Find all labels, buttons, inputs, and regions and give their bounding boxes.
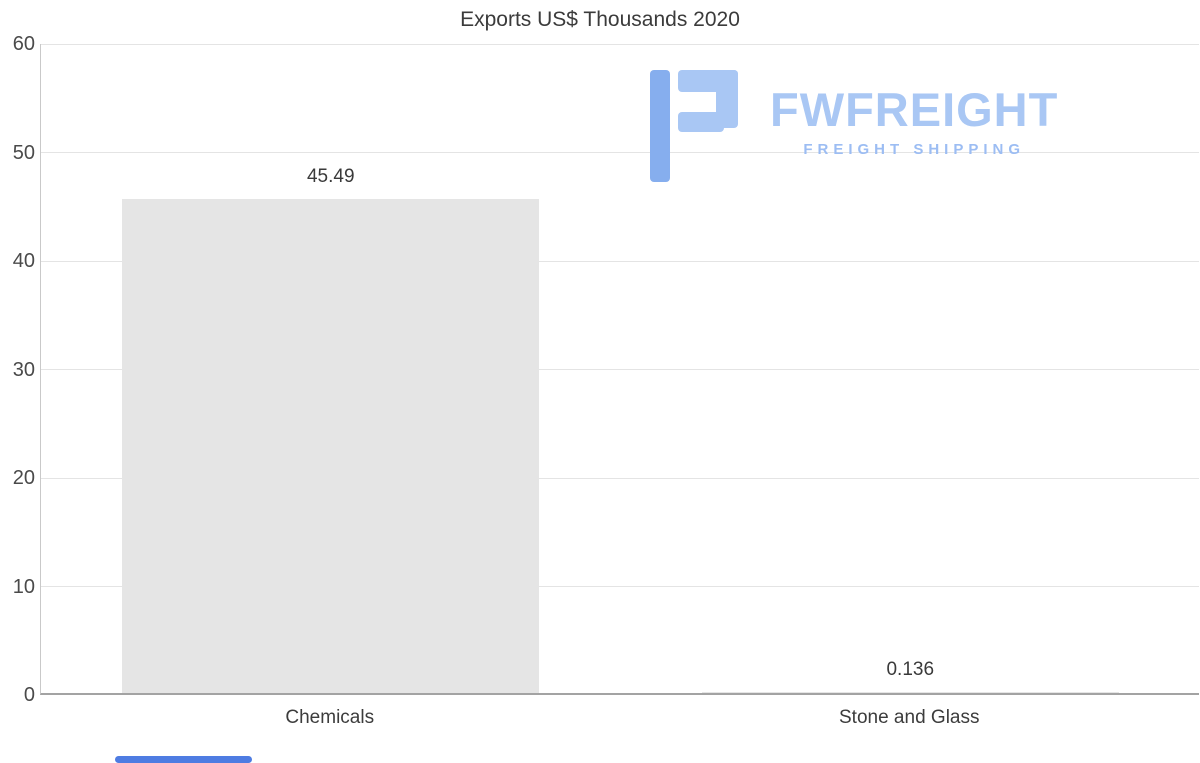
y-axis-tick-label: 50 (12, 141, 35, 164)
logo-text: FWFREIGHT FREIGHT SHIPPING (770, 68, 1058, 158)
plot-area: 0 10 20 30 40 50 60 45.49 0.136 (13, 33, 1199, 706)
fwfreight-logo: FWFREIGHT FREIGHT SHIPPING (648, 68, 1058, 189)
y-axis-tick-label: 60 (12, 33, 35, 55)
y-axis-tick-label: 0 (23, 684, 35, 706)
gridline (41, 477, 1199, 479)
y-axis-tick-label: 40 (12, 250, 35, 272)
gridline (41, 43, 1199, 45)
gridline (41, 586, 1199, 587)
y-axis-tick-label: 10 (12, 575, 35, 598)
x-axis-category-label: Chemicals (285, 707, 375, 728)
gridline (41, 152, 1199, 153)
bar-chemicals (122, 199, 540, 693)
y-axis-tick-label: 30 (12, 358, 35, 381)
logo-brand-text: FWFREIGHT (770, 83, 1059, 136)
horizontal-scrollbar-thumb[interactable] (115, 756, 252, 763)
gridline (41, 369, 1199, 370)
chart-title: Exports US$ Thousands 2020 (460, 8, 740, 31)
bar-value-label: 0.136 (886, 658, 935, 680)
bar-stone-and-glass (701, 691, 1119, 693)
x-axis-category-label: Stone and Glass (839, 707, 980, 728)
logo-tagline-text: FREIGHT SHIPPING (803, 141, 1026, 158)
fwfreight-logo-icon (648, 68, 744, 189)
y-axis-tick-label: 20 (12, 467, 35, 489)
gridline (41, 260, 1199, 262)
bar-value-label: 45.49 (306, 166, 355, 188)
